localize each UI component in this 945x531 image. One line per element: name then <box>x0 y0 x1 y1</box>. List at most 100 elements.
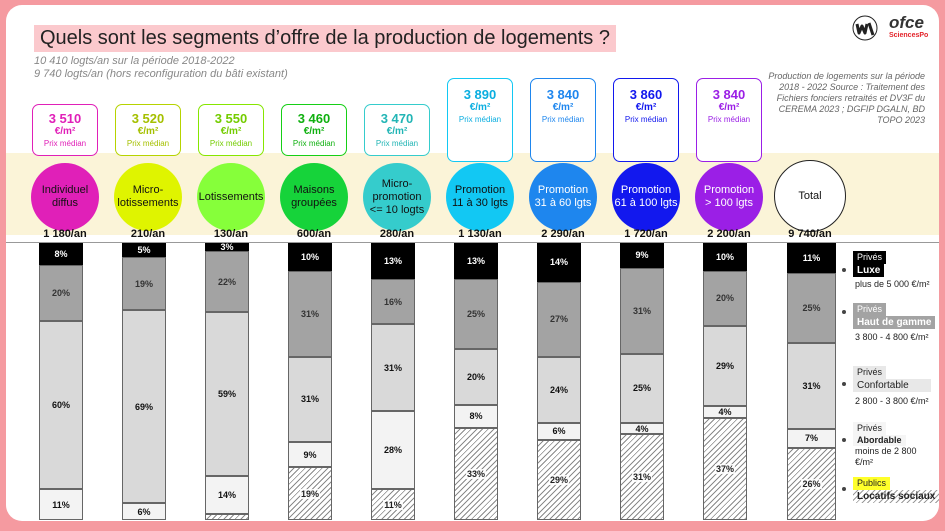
bar-segment-label: 4% <box>718 406 732 417</box>
price-box-micro-promotion: 3 470 €/m² Prix médian <box>364 104 430 156</box>
price-caption: Prix médian <box>209 139 253 148</box>
bar-segment-abordable: 6% <box>537 423 581 440</box>
legend-luxe-tag: Privés <box>853 251 887 264</box>
category-individuel-diffus: Individuel diffus <box>31 163 99 231</box>
category-label: Micro- lotissements <box>117 184 179 209</box>
bar-segment-confortable: 31% <box>288 356 332 443</box>
price-value: 3 860 <box>629 87 663 102</box>
bar-segment-label: 16% <box>383 296 402 307</box>
bar-segment-label: 11% <box>383 499 403 510</box>
bar-segment-abordable: 28% <box>371 410 415 490</box>
category-promotion-11-30: Promotion 11 à 30 lgts <box>446 163 514 231</box>
legend-pub-tag: Publics <box>853 477 891 490</box>
bar-segment-label: 27% <box>549 314 568 325</box>
legend-conf-tag: Privés <box>853 366 887 379</box>
price-unit: €/m² <box>552 102 574 113</box>
price-caption: Prix médian <box>292 139 336 148</box>
bar-segment-locatifs-sociaux: 11% <box>371 489 415 520</box>
bar-segment-label: 25% <box>632 383 651 394</box>
category-maisons-groupees: Maisons groupées <box>280 163 348 231</box>
volume-promotion-11-30: 1 130/an <box>458 228 502 240</box>
bar-segment-confortable: 59% <box>205 312 249 476</box>
category-micro-lotissements: Micro- lotissements <box>114 163 182 231</box>
bar-segment-label: 31% <box>632 305 651 316</box>
bar-segment-label: 13% <box>383 256 402 267</box>
bar-segment-confortable: 31% <box>787 342 836 429</box>
legend-haut-tag: Privés <box>853 303 887 316</box>
price-unit: €/m² <box>635 102 657 113</box>
price-unit: €/m² <box>718 102 740 113</box>
legend-conf-name: Confortable <box>853 379 931 392</box>
legend-connector-dot <box>842 382 846 386</box>
legend-connector-dot <box>842 310 846 314</box>
sciencespo-logo-text: SciencesPo <box>889 32 929 39</box>
bar-segment-luxe: 10% <box>703 243 747 271</box>
bar-segment-label: 4% <box>635 423 649 434</box>
price-unit: €/m² <box>469 102 491 113</box>
ofce-logo-text: ofce <box>889 13 924 32</box>
bar-segment-label: 13% <box>466 256 485 267</box>
legend-connector-dot <box>842 438 846 442</box>
bar-segment-locatifs-sociaux: 33% <box>454 427 498 520</box>
price-value: 3 520 <box>131 111 165 126</box>
bar-segment-luxe: 13% <box>454 243 498 280</box>
bar-segment-label: 19% <box>299 488 320 499</box>
bar-segment-label: 6% <box>552 426 566 437</box>
volume-promotion-61-100: 1 720/an <box>624 228 668 240</box>
bar-segment-label: 24% <box>549 384 568 395</box>
category-total: Total <box>774 160 846 232</box>
legend-pub-name: Locatifs sociaux <box>853 490 939 503</box>
bar-segment-label: 25% <box>802 303 821 314</box>
volume-maisons-groupees: 600/an <box>296 228 332 240</box>
volume-promotion-over-100: 2 200/an <box>707 228 751 240</box>
subtitle-total-production: 10 410 logts/an sur la période 2018-2022 <box>34 55 235 67</box>
legend-luxe-price: plus de 5 000 €/m² <box>855 279 930 289</box>
legend-conf-price: 2 800 - 3 800 €/m² <box>855 396 929 406</box>
bar-segment-label: 31% <box>300 394 319 405</box>
bar-segment-luxe: 9% <box>620 243 664 268</box>
price-value: 3 890 <box>463 87 497 102</box>
price-unit: €/m² <box>386 126 408 137</box>
bar-segment-abordable: 9% <box>288 442 332 468</box>
price-box-individuel-diffus: 3 510 €/m² Prix médian <box>32 104 98 156</box>
bar-segment-label: 19% <box>134 278 153 289</box>
bar-segment-label: 31% <box>383 362 402 373</box>
bar-segment-label: 20% <box>51 288 70 299</box>
bar-segment-label: 31% <box>631 472 652 483</box>
volume-individuel-diffus: 1 180/an <box>43 228 87 240</box>
bar-segment-confortable: 24% <box>537 356 581 424</box>
price-value: 3 470 <box>380 111 414 126</box>
bar-segment-confortable: 31% <box>371 324 415 411</box>
price-value: 3 840 <box>546 87 580 102</box>
category-label: Total <box>798 189 822 202</box>
bar-segment-confortable: 20% <box>454 349 498 406</box>
bar-segment-haut-de-gamme: 22% <box>205 251 249 313</box>
category-label: Promotion 61 à 100 lgts <box>614 184 678 209</box>
bar-segment-label: 33% <box>465 468 486 479</box>
price-caption: Prix médian <box>43 139 87 148</box>
bar-segment-label: 9% <box>303 449 317 460</box>
price-caption: Prix médian <box>375 139 419 148</box>
volume-total: 9 740/an <box>788 228 832 240</box>
bar-segment-label: 20% <box>466 372 485 383</box>
category-label: Lotissements <box>198 190 264 203</box>
bar-segment-confortable: 29% <box>703 326 747 407</box>
bar-segment-label: 11% <box>802 253 821 264</box>
bar-segment-abordable: 6% <box>122 503 166 520</box>
bar-segment-locatifs-sociaux: 19% <box>288 467 332 520</box>
category-label: Maisons groupées <box>291 184 337 209</box>
bar-segment-haut-de-gamme: 16% <box>371 279 415 325</box>
bar-segment-confortable: 25% <box>620 353 664 424</box>
price-caption: Prix médian <box>707 115 751 124</box>
price-caption: Prix médian <box>624 115 668 124</box>
bar-segment-confortable: 60% <box>39 321 83 490</box>
category-label: Individuel diffus <box>41 184 89 209</box>
bar-segment-label: 29% <box>548 474 569 485</box>
legend-abord-price: moins de 2 800 €/m² <box>855 446 917 467</box>
bar-segment-label: 11% <box>52 499 70 510</box>
legend-connector-dot <box>842 487 846 491</box>
category-lotissements: Lotissements <box>197 163 265 231</box>
legend-abordable: Privés Abordable moins de 2 800 €/m² <box>853 422 931 468</box>
bar-segment-abordable: 4% <box>703 406 747 418</box>
price-caption: Prix médian <box>541 115 585 124</box>
